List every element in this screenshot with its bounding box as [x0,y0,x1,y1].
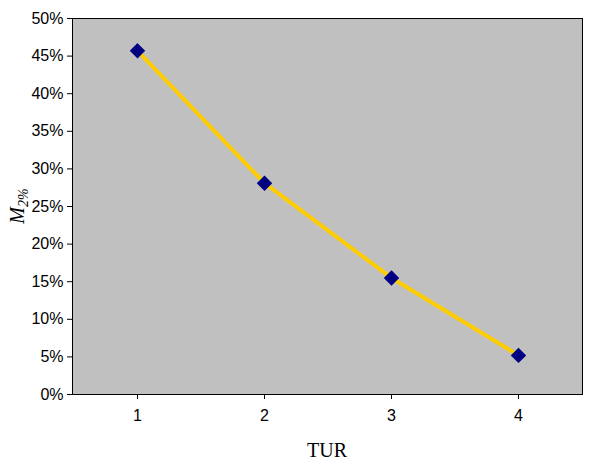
svg-text:TUR: TUR [307,439,348,461]
svg-text:M2%: M2% [6,188,31,224]
svg-text:1: 1 [133,407,142,424]
svg-text:20%: 20% [31,235,63,252]
svg-text:5%: 5% [40,348,63,365]
svg-text:10%: 10% [31,310,63,327]
svg-text:15%: 15% [31,273,63,290]
svg-text:25%: 25% [31,198,63,215]
svg-text:2: 2 [260,407,269,424]
svg-text:45%: 45% [31,47,63,64]
svg-text:0%: 0% [40,386,63,403]
svg-text:3: 3 [387,407,396,424]
svg-text:35%: 35% [31,122,63,139]
svg-text:30%: 30% [31,160,63,177]
svg-text:4: 4 [514,407,523,424]
svg-text:50%: 50% [31,10,63,27]
svg-text:40%: 40% [31,85,63,102]
